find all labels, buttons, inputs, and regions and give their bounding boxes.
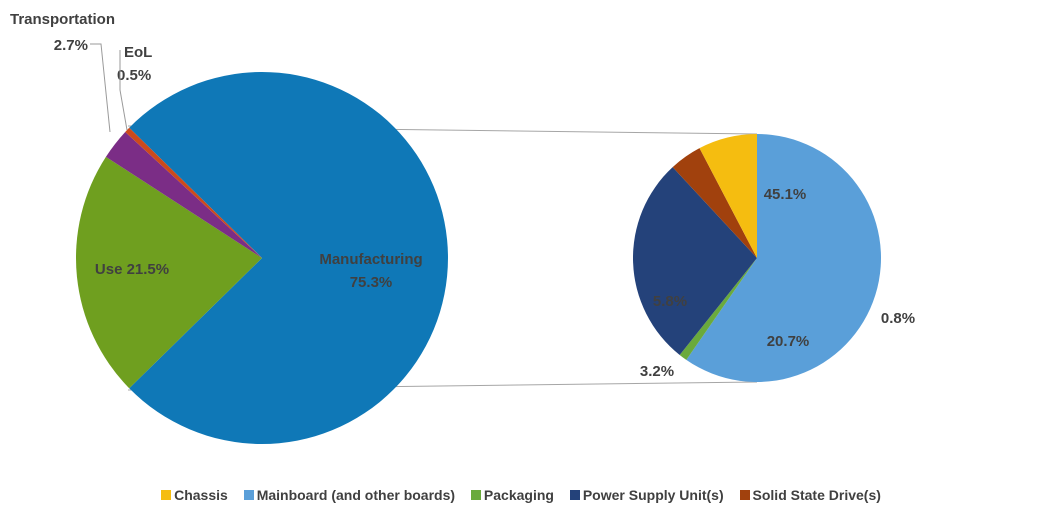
value-ssd: 3.2% xyxy=(640,363,674,380)
swatch-power-supply xyxy=(569,490,580,500)
legend-item-packaging: Packaging xyxy=(470,487,554,503)
legend: Chassis Mainboard (and other boards) Pac… xyxy=(0,487,1042,503)
value-mainboard: 45.1% xyxy=(764,186,807,203)
swatch-ssd xyxy=(739,490,750,500)
sub-slice-packaging xyxy=(679,258,757,360)
value-packaging: 0.8% xyxy=(881,310,915,327)
swatch-mainboard xyxy=(243,490,254,500)
main-slice-use xyxy=(75,156,262,389)
label-eol: EoL xyxy=(124,44,152,61)
value-power-supply: 20.7% xyxy=(767,333,810,350)
sub-slice-mainboard-and-other-boards xyxy=(686,134,882,382)
sub-pie xyxy=(632,134,882,382)
swatch-chassis xyxy=(161,490,172,500)
legend-item-mainboard: Mainboard (and other boards) xyxy=(243,487,455,503)
label-use: Use 21.5% xyxy=(95,261,169,278)
main-slice-eol xyxy=(125,127,262,258)
main-slice-transportation xyxy=(105,131,263,258)
sub-slice-solid-state-drive-s xyxy=(672,148,757,258)
label-transportation: Transportation xyxy=(10,11,115,28)
legend-item-chassis: Chassis xyxy=(161,487,228,503)
leader-eol xyxy=(119,50,128,131)
main-slice-manufacturing xyxy=(129,71,448,444)
legend-item-power-supply: Power Supply Unit(s) xyxy=(569,487,724,503)
label-manufacturing: Manufacturing xyxy=(319,251,422,268)
value-transportation: 2.7% xyxy=(54,37,88,54)
main-pie xyxy=(75,71,448,444)
value-chassis: 5.8% xyxy=(653,293,687,310)
legend-item-ssd: Solid State Drive(s) xyxy=(739,487,881,503)
leader-transportation xyxy=(90,43,111,133)
sub-slice-chassis xyxy=(699,134,757,258)
value-manufacturing: 75.3% xyxy=(350,274,393,291)
value-eol: 0.5% xyxy=(117,67,151,84)
swatch-packaging xyxy=(470,490,481,500)
sub-slice-power-supply-unit-s xyxy=(632,167,757,355)
